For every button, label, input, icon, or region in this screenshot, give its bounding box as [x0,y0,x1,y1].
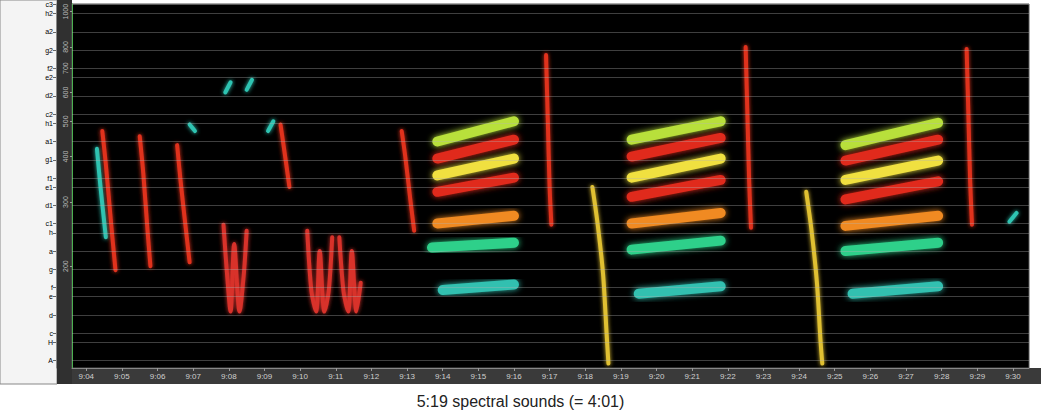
svg-text:9:18: 9:18 [577,372,593,381]
svg-text:c3: c3 [46,1,54,8]
svg-text:e2: e2 [45,74,53,81]
svg-text:300: 300 [62,196,69,208]
svg-text:c2: c2 [46,111,54,118]
svg-text:9:17: 9:17 [542,372,558,381]
svg-text:c1: c1 [46,220,54,227]
svg-text:9:11: 9:11 [328,372,344,381]
svg-text:f1: f1 [47,175,53,182]
svg-text:H: H [48,339,53,346]
svg-text:9:13: 9:13 [399,372,415,381]
svg-text:9:10: 9:10 [292,372,308,381]
svg-text:g1: g1 [45,156,53,164]
svg-text:700: 700 [62,62,69,74]
svg-text:9:08: 9:08 [221,372,237,381]
svg-text:d: d [49,312,53,319]
svg-text:9:20: 9:20 [649,372,665,381]
svg-text:g2: g2 [45,47,53,55]
svg-text:a1: a1 [45,138,53,145]
svg-text:h1: h1 [45,120,53,127]
svg-text:9:04: 9:04 [78,372,94,381]
svg-text:9:22: 9:22 [720,372,736,381]
svg-text:A: A [48,357,53,364]
svg-text:9:09: 9:09 [257,372,273,381]
svg-text:5:19 spectral sounds (= 4:01): 5:19 spectral sounds (= 4:01) [417,393,625,410]
svg-text:400: 400 [62,151,69,163]
svg-text:9:26: 9:26 [863,372,879,381]
svg-text:f2: f2 [47,65,53,72]
svg-text:9:12: 9:12 [364,372,380,381]
svg-text:9:28: 9:28 [934,372,950,381]
svg-text:9:06: 9:06 [150,372,166,381]
svg-text:9:27: 9:27 [898,372,914,381]
svg-text:9:14: 9:14 [435,372,451,381]
svg-text:e: e [49,293,53,300]
svg-text:9:05: 9:05 [114,372,130,381]
svg-text:500: 500 [62,115,69,127]
svg-text:1000: 1000 [62,4,69,20]
svg-text:800: 800 [62,41,69,53]
svg-text:d2: d2 [45,92,53,99]
svg-text:9:25: 9:25 [827,372,843,381]
svg-text:9:23: 9:23 [756,372,772,381]
svg-text:9:15: 9:15 [471,372,487,381]
svg-text:9:24: 9:24 [791,372,807,381]
svg-text:f: f [51,284,53,291]
svg-text:a: a [49,248,53,255]
svg-text:9:29: 9:29 [970,372,986,381]
svg-text:9:30: 9:30 [1005,372,1021,381]
svg-text:e1: e1 [45,184,53,191]
svg-text:g: g [49,266,53,274]
svg-text:c: c [50,330,54,337]
svg-text:a2: a2 [45,28,53,35]
svg-text:h2: h2 [45,10,53,17]
svg-text:h: h [49,229,53,236]
svg-text:600: 600 [62,87,69,99]
svg-text:9:19: 9:19 [613,372,629,381]
svg-text:9:16: 9:16 [506,372,522,381]
svg-text:200: 200 [62,260,69,272]
svg-text:d1: d1 [45,202,53,209]
svg-text:9:07: 9:07 [185,372,201,381]
svg-text:9:21: 9:21 [684,372,700,381]
